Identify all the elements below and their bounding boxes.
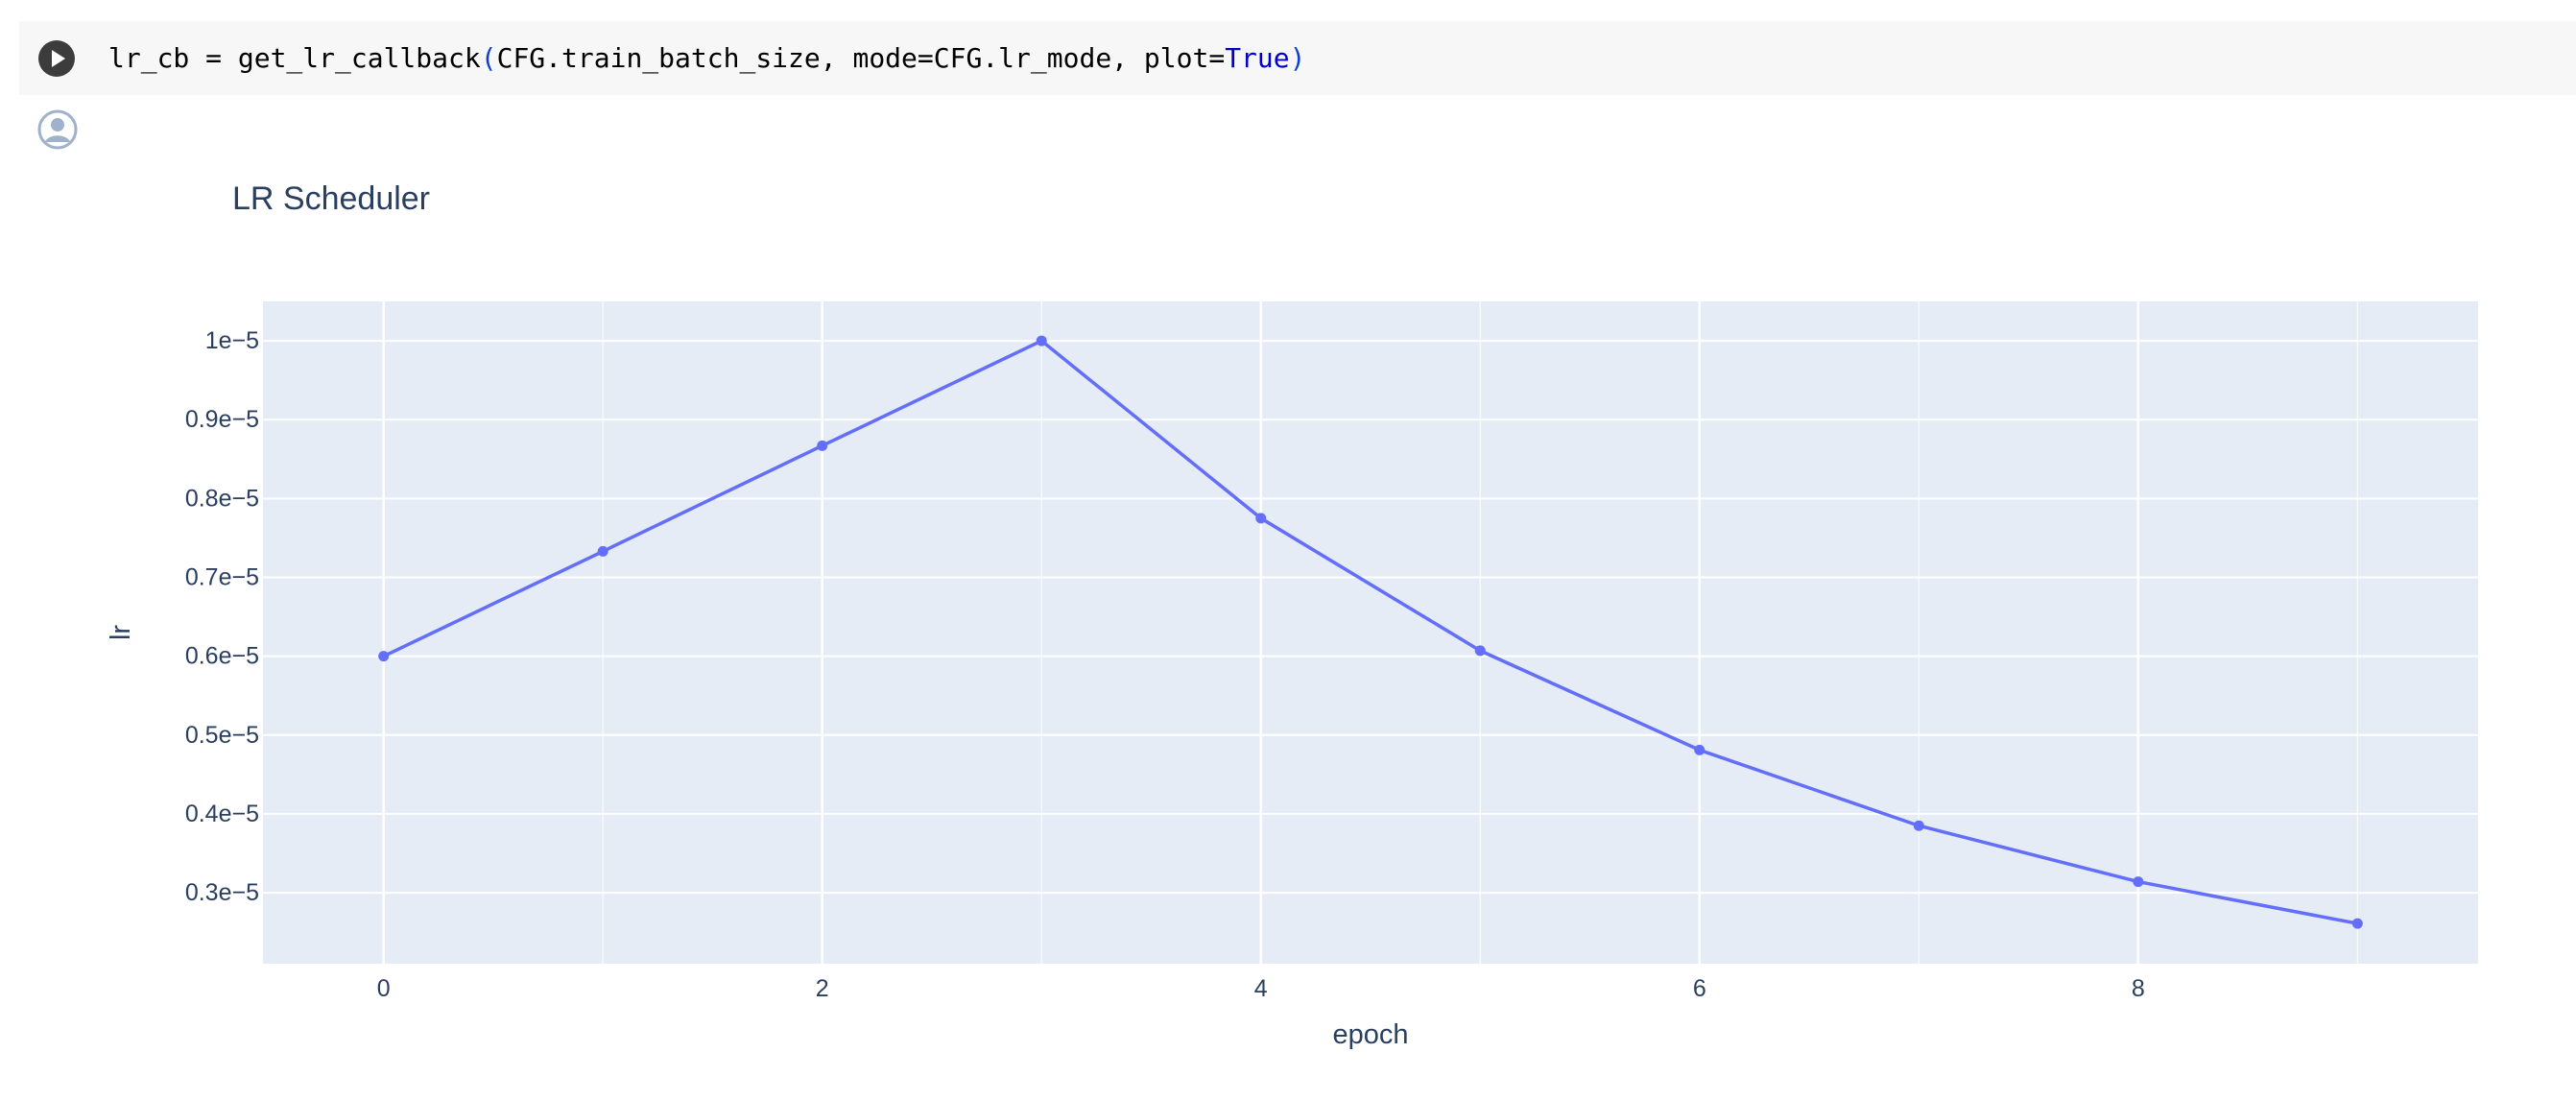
data-point[interactable] [1255, 513, 1267, 524]
data-point[interactable] [1474, 645, 1486, 657]
y-tick-label: 0.6e−5 [185, 643, 259, 670]
y-tick-label: 0.7e−5 [185, 564, 259, 591]
data-point[interactable] [2351, 918, 2363, 929]
code-close-paren: ) [1289, 42, 1306, 74]
code-true-keyword: True [1225, 42, 1290, 74]
y-axis-label: lr [106, 625, 136, 640]
code-open-paren: ( [480, 42, 497, 74]
y-tick-label: 0.5e−5 [185, 722, 259, 749]
data-point[interactable] [1036, 335, 1047, 347]
plot-area [263, 301, 2478, 964]
play-icon [52, 50, 65, 67]
axis-layer: 0 2 4 6 8 1e−5 0.9e−5 0.8e−5 0.7e−5 0.6e−5 0.5e−5 0… [185, 327, 2145, 1002]
code-text: lr_cb = get_lr_callback [108, 42, 481, 74]
grid-layer [263, 301, 2478, 964]
code-args: CFG.train_batch_size, mode=CFG.lr_mode, … [496, 42, 1226, 74]
x-tick-label: 4 [1254, 975, 1268, 1002]
lr-chart: LR Scheduler 0 2 4 6 8 1e−5 0.9e−5 0.8e−5 0.7e−5… [96, 163, 2515, 1065]
data-point[interactable] [1913, 820, 1924, 831]
data-point[interactable] [817, 440, 828, 451]
y-tick-label: 0.9e−5 [185, 406, 259, 433]
x-tick-label: 8 [2132, 975, 2145, 1002]
run-cell-button[interactable] [38, 40, 75, 77]
x-tick-label: 2 [816, 975, 829, 1002]
points-layer [378, 335, 2363, 929]
x-tick-label: 0 [377, 975, 391, 1002]
x-tick-label: 6 [1693, 975, 1706, 1002]
data-point[interactable] [378, 651, 390, 662]
output-avatar [36, 108, 79, 151]
code-line[interactable]: lr_cb = get_lr_callback(CFG.train_batch_… [108, 40, 1305, 77]
code-cell[interactable]: lr_cb = get_lr_callback(CFG.train_batch_… [19, 21, 2576, 95]
y-tick-label: 0.8e−5 [185, 485, 259, 512]
chart-svg: LR Scheduler 0 2 4 6 8 1e−5 0.9e−5 0.8e−5 0.7e−5… [106, 180, 2478, 1050]
data-point[interactable] [597, 545, 608, 557]
data-point[interactable] [1694, 744, 1705, 755]
series-line [382, 339, 2358, 925]
y-tick-label: 0.4e−5 [185, 801, 259, 827]
chart-title: LR Scheduler [232, 180, 430, 217]
y-tick-label: 0.3e−5 [185, 879, 259, 906]
y-tick-label: 1e−5 [205, 327, 259, 354]
x-axis-label: epoch [1332, 1019, 1408, 1050]
data-point[interactable] [2133, 876, 2144, 888]
user-avatar-icon [37, 109, 78, 150]
